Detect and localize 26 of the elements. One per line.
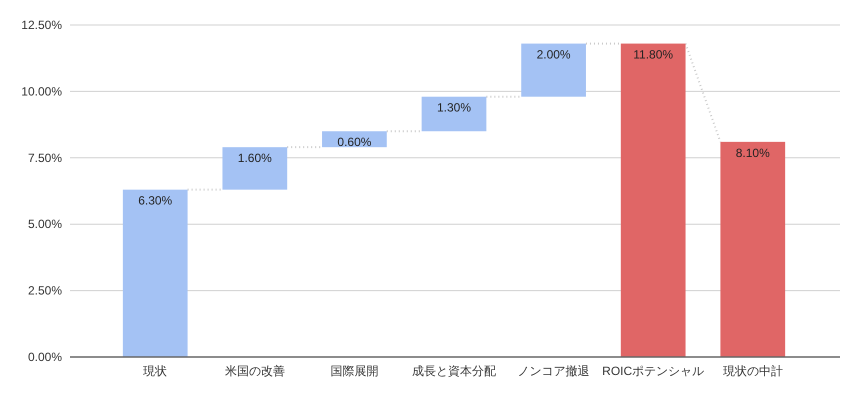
y-tick-label: 2.50% [28, 284, 62, 298]
data-label: 6.30% [138, 194, 173, 208]
y-tick-label: 10.00% [21, 84, 62, 98]
x-tick-label: 成長と資本分配 [412, 364, 496, 378]
x-tick-label: 現状 [143, 364, 168, 378]
y-tick-label: 12.50% [21, 18, 62, 32]
data-label: 0.60% [337, 135, 372, 150]
x-tick-label: ROICポテンシャル [602, 364, 704, 378]
data-label: 2.00% [536, 48, 571, 62]
bar [620, 44, 686, 357]
bar [720, 142, 786, 357]
bar [122, 190, 188, 357]
data-label: 11.80% [633, 48, 674, 62]
bar [521, 44, 586, 97]
data-label: 8.10% [736, 146, 770, 160]
y-tick-label: 7.50% [28, 150, 62, 165]
data-label: 1.30% [436, 100, 472, 115]
bar [222, 147, 288, 190]
x-tick-label: 現状の中計 [722, 364, 783, 378]
bar [422, 96, 486, 132]
x-tick-label: ノンコア撤退 [518, 364, 590, 378]
y-tick-label: 5.00% [28, 217, 62, 232]
x-tick-label: 国際展開 [330, 364, 378, 378]
x-tick-label: 米国の改善 [224, 364, 285, 378]
data-label: 1.60% [238, 151, 272, 166]
y-tick-label: 0.00% [28, 350, 62, 364]
